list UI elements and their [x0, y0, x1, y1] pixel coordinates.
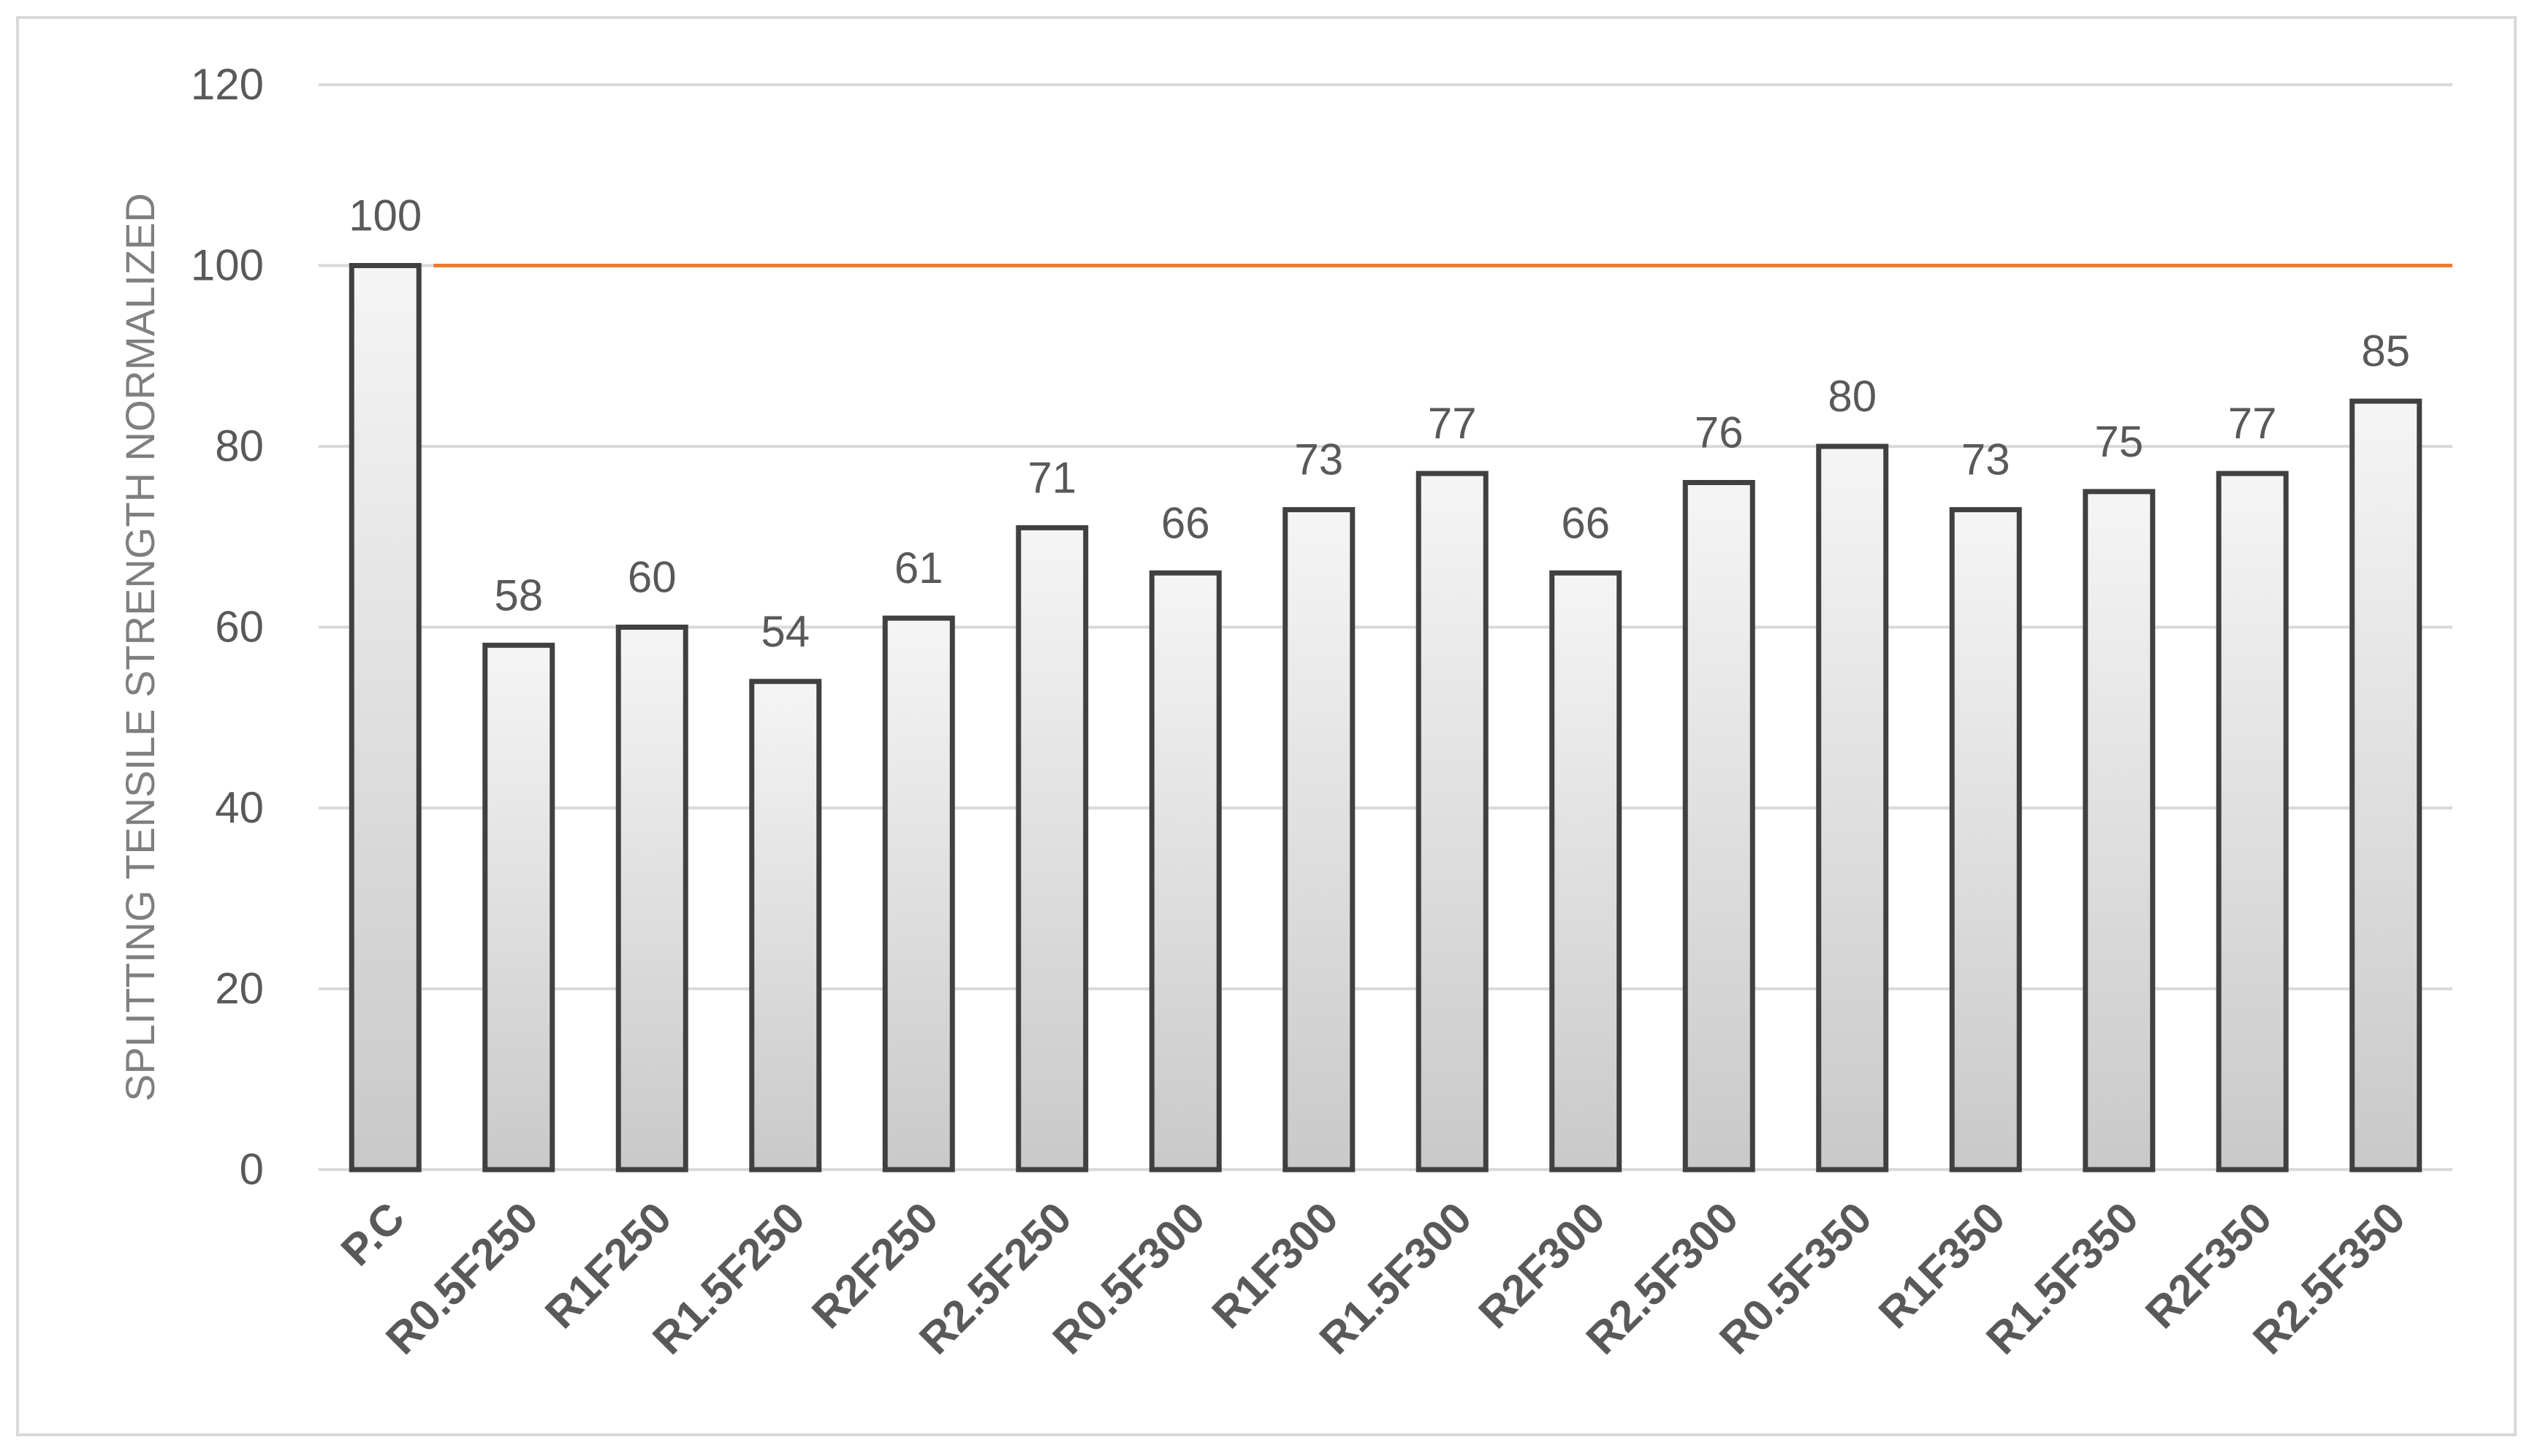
bar — [749, 679, 822, 1173]
y-tick-label: 40 — [215, 783, 264, 832]
bar — [1682, 480, 1755, 1173]
data-label: 75 — [2094, 417, 2143, 466]
data-label: 73 — [1961, 435, 2010, 484]
y-tick-label: 60 — [215, 603, 264, 652]
y-tick-label: 120 — [191, 60, 264, 109]
y-axis-title: SPLITTING TENSILE STRENGTH NORMALIZED — [117, 193, 163, 1102]
data-label: 80 — [1828, 372, 1877, 421]
x-axis-categories: P.CR0.5F250R1F250R1.5F250R2F250R2.5F250R… — [332, 1193, 2414, 1364]
y-axis-ticks: 0 20 40 60 80 100 120 — [191, 60, 264, 1194]
bar — [482, 642, 555, 1173]
y-tick-label: 20 — [215, 964, 264, 1013]
y-tick-label: 80 — [215, 422, 264, 470]
chart-frame: 100 58 60 54 61 71 66 73 77 66 76 80 73 75 77 85 0 20 40 6… — [16, 16, 2517, 1436]
data-label: 66 — [1161, 498, 1210, 547]
bar — [1415, 470, 1489, 1173]
data-label: 54 — [761, 607, 810, 656]
data-label: 58 — [494, 571, 543, 620]
data-labels: 100 58 60 54 61 71 66 73 77 66 76 80 73 75 77 85 — [349, 191, 2410, 656]
y-tick-label: 0 — [240, 1145, 264, 1194]
bar — [1282, 507, 1356, 1173]
data-label: 77 — [2228, 399, 2277, 448]
bar — [2216, 470, 2289, 1173]
data-label: 61 — [894, 544, 943, 592]
data-label: 73 — [1294, 435, 1343, 484]
y-tick-label: 100 — [191, 241, 264, 290]
bar — [1549, 570, 1622, 1173]
x-category-label: P.C — [332, 1193, 414, 1276]
data-label: 85 — [2361, 327, 2410, 376]
bar — [1949, 507, 2022, 1173]
bar — [882, 615, 955, 1173]
bar — [1149, 570, 1222, 1173]
bar — [1816, 443, 1889, 1173]
bar — [2349, 398, 2422, 1173]
bar — [2083, 489, 2156, 1173]
bar — [615, 625, 688, 1173]
data-label: 60 — [628, 553, 677, 602]
data-label: 76 — [1695, 408, 1744, 457]
bar — [349, 263, 422, 1173]
bar-chart: 100 58 60 54 61 71 66 73 77 66 76 80 73 75 77 85 0 20 40 6… — [117, 60, 2452, 1364]
data-label: 77 — [1428, 399, 1477, 448]
bar — [1016, 525, 1089, 1173]
data-label: 71 — [1027, 453, 1076, 502]
data-label: 100 — [349, 191, 422, 240]
data-label: 66 — [1561, 498, 1610, 547]
bars — [349, 263, 2422, 1173]
